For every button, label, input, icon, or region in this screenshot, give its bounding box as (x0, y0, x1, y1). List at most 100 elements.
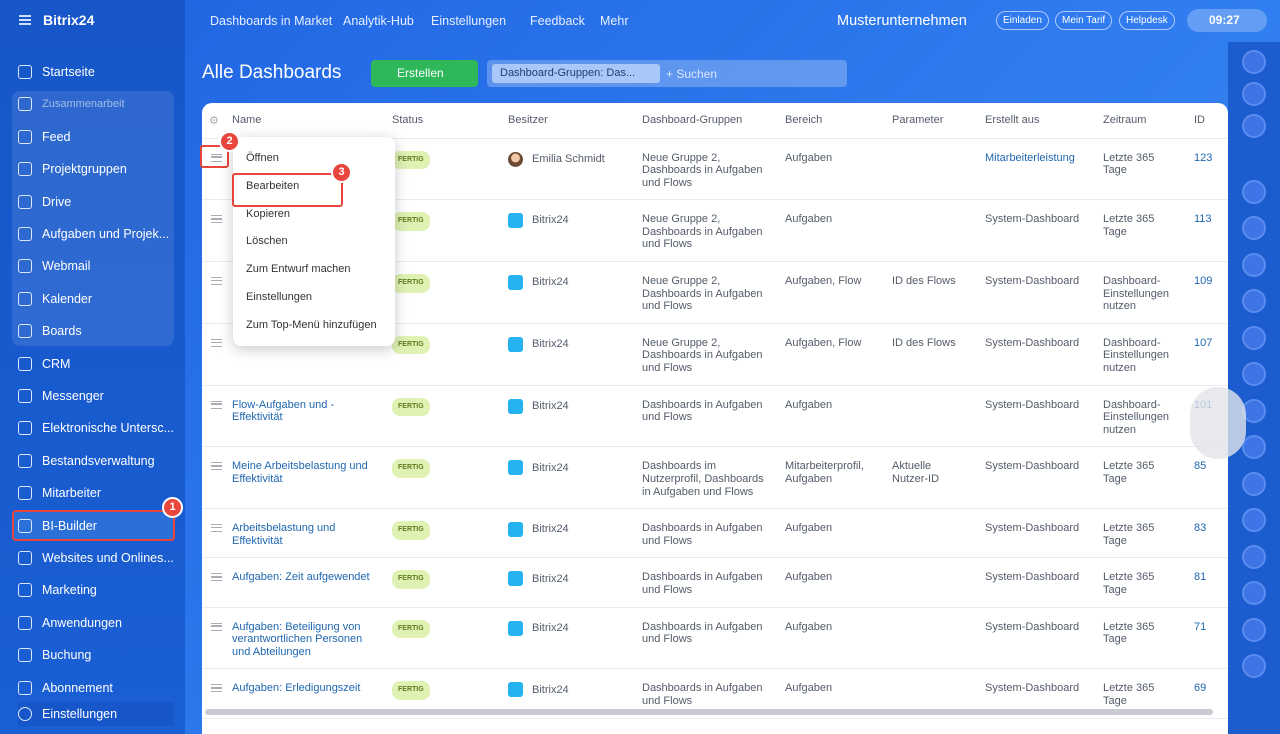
rail-icon[interactable] (1242, 50, 1266, 74)
menu-item[interactable]: Zum Top-Menü hinzufügen (246, 318, 377, 331)
rail-icon[interactable] (1242, 179, 1266, 204)
handle-highlight (200, 145, 229, 168)
id-link[interactable]: 71 (1194, 620, 1207, 633)
id-link[interactable]: 107 (1194, 336, 1213, 349)
rail-icon[interactable] (1242, 471, 1266, 496)
top-nav-link[interactable]: Analytik-Hub (343, 14, 414, 28)
id-link[interactable]: 123 (1194, 151, 1213, 164)
owner-name: Bitrix24 (532, 399, 569, 412)
rail-icon[interactable] (1242, 508, 1266, 532)
rail-icon[interactable] (1242, 252, 1266, 277)
rail-icon[interactable] (1242, 581, 1266, 605)
top-nav-link[interactable]: Mehr (600, 14, 629, 28)
dashboard-link[interactable]: Aufgaben: Beteiligung von verantwortlich… (232, 620, 363, 658)
rail-icon[interactable] (1242, 216, 1266, 240)
drag-handle[interactable] (211, 462, 222, 471)
id-link[interactable]: 109 (1194, 275, 1213, 288)
drag-handle[interactable] (211, 573, 222, 582)
source-link[interactable]: Mitarbeiterleistung (985, 151, 1075, 164)
scroll-next[interactable] (1190, 387, 1246, 459)
nav-item[interactable]: Startseite (18, 60, 174, 84)
nav-item[interactable]: Zusammenarbeit (18, 92, 174, 116)
dashboard-link[interactable]: Flow-Aufgaben und -Effektivität (232, 398, 335, 424)
top-nav-link[interactable]: Einstellungen (431, 14, 507, 28)
rail-icon[interactable] (1242, 362, 1266, 386)
rail-icon[interactable] (1242, 617, 1266, 642)
scrollbar[interactable] (205, 709, 1213, 715)
drag-handle[interactable] (211, 338, 222, 347)
nav-item[interactable]: Feed (18, 125, 174, 149)
nav-item[interactable]: Elektronische Untersc... (18, 416, 174, 440)
nav-item[interactable]: CRM (18, 352, 174, 376)
column-header[interactable]: Name (230, 103, 390, 139)
dashboard-link[interactable]: Meine Arbeitsbelastung und Effektivität (232, 460, 368, 485)
nav-item[interactable]: Webmail (18, 254, 174, 278)
create-button[interactable]: Erstellen (371, 60, 478, 87)
owner-name: Bitrix24 (532, 683, 569, 696)
menu-toggle[interactable] (19, 15, 31, 25)
search-placeholder[interactable]: + Suchen (666, 67, 718, 81)
company-name[interactable]: Musterunternehmen (837, 13, 967, 29)
column-header[interactable]: ID (1192, 103, 1228, 139)
rail-icon[interactable] (1242, 544, 1266, 569)
rail-icon[interactable] (1242, 82, 1266, 106)
drag-handle[interactable] (211, 277, 222, 286)
nav-item[interactable]: Mitarbeiter (18, 481, 174, 505)
column-header[interactable]: Dashboard-Gruppen (640, 103, 783, 139)
dashboard-link[interactable]: Arbeitsbelastung und Effektivität (232, 522, 336, 547)
nav-item[interactable]: Kalender (18, 287, 174, 311)
id-link[interactable]: 85 (1194, 460, 1207, 473)
nav-item[interactable]: Websites und Onlines... (18, 546, 174, 570)
menu-item[interactable]: Zum Entwurf machen (246, 263, 351, 276)
top-button[interactable]: Helpdesk (1119, 11, 1175, 30)
drag-handle[interactable] (211, 622, 222, 631)
rail-icon[interactable] (1242, 325, 1266, 350)
menu-item[interactable]: Öffnen (246, 152, 279, 164)
logo[interactable]: Bitrix24 (43, 12, 95, 28)
owner-name: Bitrix24 (532, 461, 569, 474)
nav-item[interactable]: BI-Builder (18, 514, 174, 538)
drag-handle[interactable] (211, 684, 222, 693)
dashboard-link[interactable]: Aufgaben: Zeit aufgewendet (232, 571, 370, 584)
drag-handle[interactable] (211, 215, 222, 224)
top-button[interactable]: Mein Tarif (1055, 11, 1113, 30)
id-link[interactable]: 83 (1194, 522, 1207, 535)
id-link[interactable]: 113 (1194, 213, 1212, 226)
column-header[interactable]: Parameter (890, 103, 983, 139)
column-header[interactable]: Erstellt aus (983, 103, 1101, 139)
clock[interactable]: 09:27 (1187, 9, 1267, 32)
nav-item[interactable]: Buchung (18, 643, 174, 667)
rail-icon[interactable] (1242, 114, 1266, 138)
menu-item[interactable]: Einstellungen (246, 291, 313, 303)
menu-item[interactable]: Kopieren (246, 207, 291, 220)
top-nav-link[interactable]: Dashboards in Market (210, 14, 333, 28)
top-nav-link[interactable]: Feedback (530, 14, 585, 28)
nav-item[interactable]: Einstellungen (18, 702, 174, 726)
rail-icon[interactable] (1242, 654, 1266, 678)
drag-handle[interactable] (211, 524, 222, 533)
drag-handle[interactable] (211, 153, 222, 162)
drag-handle[interactable] (211, 400, 222, 409)
nav-item[interactable]: Projektgruppen (18, 157, 174, 181)
top-button[interactable]: Einladen (996, 11, 1049, 30)
id-link[interactable]: 69 (1194, 682, 1207, 695)
nav-item[interactable]: Drive (18, 190, 174, 214)
menu-item[interactable]: Bearbeiten (246, 179, 300, 192)
nav-item[interactable]: Bestandsverwaltung (18, 449, 174, 473)
nav-item[interactable]: Marketing (18, 578, 174, 602)
nav-item[interactable]: Aufgaben und Projek... (18, 222, 174, 246)
rail-icon[interactable] (1242, 289, 1266, 313)
nav-item[interactable]: Boards (18, 319, 174, 343)
rail-icon[interactable] (1242, 435, 1266, 459)
column-header[interactable]: Zeitraum (1101, 103, 1192, 139)
id-link[interactable]: 81 (1194, 571, 1207, 584)
filter-chip[interactable]: Dashboard-Gruppen: Das... (492, 64, 660, 83)
menu-item[interactable]: Löschen (246, 235, 288, 248)
nav-item[interactable]: Messenger (18, 384, 174, 408)
column-header[interactable]: Status (390, 103, 506, 139)
column-header[interactable]: Bereich (783, 103, 890, 139)
column-header[interactable]: Besitzer (506, 103, 640, 139)
dashboard-link[interactable]: Aufgaben: Erledigungszeit (232, 682, 361, 695)
nav-item[interactable]: Abonnement (18, 676, 174, 700)
nav-item[interactable]: Anwendungen (18, 611, 174, 635)
